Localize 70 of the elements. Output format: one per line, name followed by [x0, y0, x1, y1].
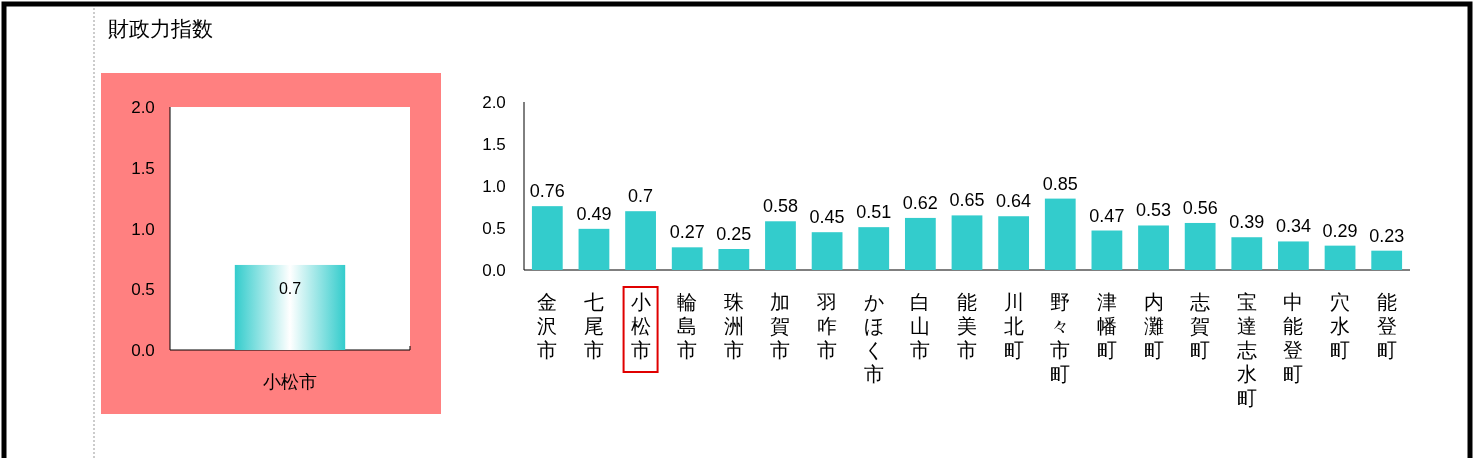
- bar: [1184, 222, 1216, 270]
- bar: [671, 247, 703, 270]
- y-tick-label: 0.5: [131, 280, 155, 300]
- data-label: 0.25: [716, 224, 752, 244]
- bar: [998, 216, 1030, 270]
- y-tick-label: 0.0: [482, 261, 506, 280]
- bar: [858, 227, 890, 270]
- data-label: 0.47: [1089, 205, 1125, 226]
- data-label: 0.45: [809, 207, 845, 228]
- x-tick-label: 七尾市: [583, 291, 604, 361]
- x-tick-label: 白山市: [910, 291, 931, 361]
- data-label: 0.23: [1369, 225, 1405, 246]
- bar: [1091, 230, 1123, 270]
- bar: [1278, 241, 1309, 270]
- x-tick-label: 川北町: [1003, 291, 1024, 361]
- y-tick-label: 1.0: [131, 219, 155, 239]
- data-label: 0.64: [996, 191, 1032, 212]
- data-label: 0.7: [278, 279, 302, 297]
- bar: [1044, 198, 1076, 270]
- y-tick-label: 0.0: [131, 341, 155, 360]
- x-tick-label: 中能登町: [1283, 291, 1304, 385]
- x-tick-label: 能美市: [957, 291, 977, 361]
- bar: [951, 215, 983, 270]
- x-tick-label: かほく市: [863, 291, 884, 385]
- x-tick-label: 小松市: [263, 372, 317, 392]
- data-label: 0.29: [1322, 220, 1358, 241]
- data-label: 0.34: [1275, 216, 1311, 237]
- data-label: 0.56: [1182, 197, 1218, 218]
- y-tick-label: 1.0: [482, 177, 506, 196]
- data-label: 0.76: [529, 181, 565, 202]
- data-label: 0.7: [628, 186, 654, 207]
- bar: [1371, 250, 1403, 270]
- bar: [1231, 237, 1263, 270]
- x-tick-label: 穴水町: [1330, 291, 1351, 361]
- data-label: 0.51: [856, 202, 892, 223]
- chart-title: 財政力指数: [108, 17, 213, 40]
- bar: [1138, 225, 1169, 270]
- data-label: 0.39: [1229, 212, 1265, 233]
- x-tick-label: 輪島市: [677, 291, 698, 361]
- x-tick-label: 小松市: [630, 291, 651, 361]
- y-tick-label: 1.5: [131, 158, 155, 178]
- x-tick-label: 津幡町: [1096, 291, 1117, 361]
- data-label: 0.58: [762, 196, 798, 217]
- bar: [578, 228, 610, 270]
- x-tick-label: 志賀町: [1190, 291, 1211, 361]
- bar: [904, 217, 936, 270]
- x-tick-label: 内灘町: [1143, 291, 1164, 361]
- data-label: 0.49: [576, 203, 612, 224]
- y-tick-label: 2.0: [482, 93, 506, 112]
- bar: [811, 232, 843, 270]
- y-tick-label: 1.5: [482, 135, 506, 154]
- data-label: 0.27: [669, 222, 705, 243]
- x-tick-label: 金沢市: [537, 291, 558, 361]
- data-label: 0.65: [949, 190, 985, 211]
- data-label: 0.53: [1136, 200, 1172, 221]
- data-label: 0.85: [1042, 173, 1078, 194]
- x-tick-label: 加賀市: [770, 291, 791, 361]
- y-tick-label: 2.0: [131, 98, 155, 117]
- bar: [718, 249, 750, 270]
- bar: [625, 211, 656, 270]
- x-tick-label: 能登町: [1376, 291, 1397, 361]
- x-tick-label: 羽咋市: [816, 291, 838, 361]
- bar: [531, 206, 563, 270]
- x-tick-label: 野々市町: [1050, 291, 1071, 385]
- x-tick-label: 珠洲市: [723, 291, 744, 361]
- x-tick-label: 宝達志水町: [1236, 291, 1257, 409]
- y-tick-label: 0.5: [482, 219, 506, 238]
- bar: [765, 221, 796, 270]
- bar: [1324, 245, 1356, 270]
- data-label: 0.62: [902, 192, 938, 213]
